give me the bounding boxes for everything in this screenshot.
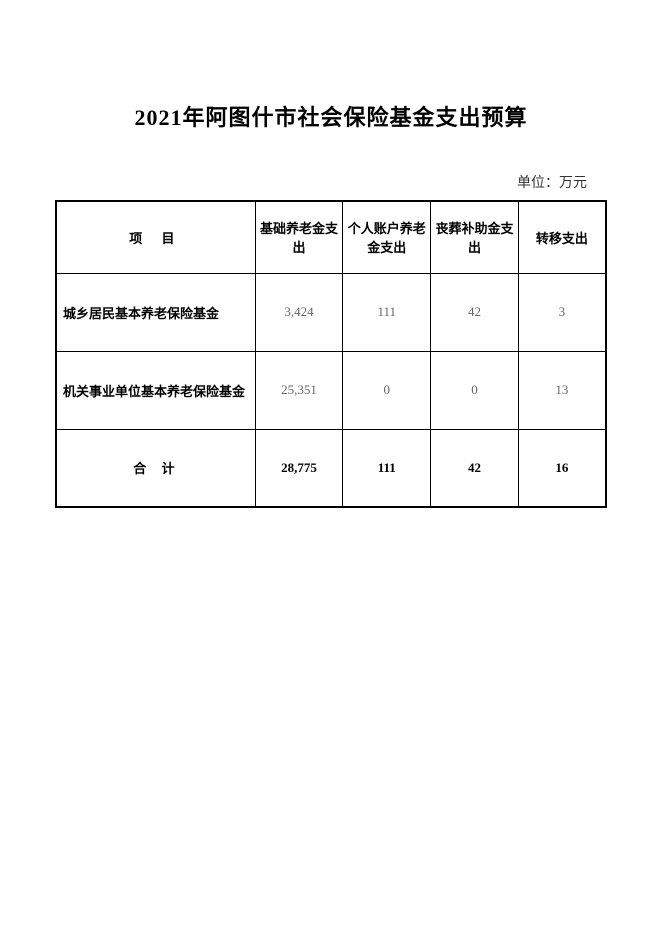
table-row: 城乡居民基本养老保险基金 3,424 111 42 3 [56, 273, 606, 351]
total-cell: 111 [343, 429, 431, 507]
data-cell: 3 [518, 273, 606, 351]
budget-table: 项 目 基础养老金支出 个人账户养老金支出 丧葬补助金支出 转移支出 城乡居民基… [55, 200, 607, 508]
data-cell: 13 [518, 351, 606, 429]
column-header-basic-pension: 基础养老金支出 [255, 201, 343, 273]
table-total-row: 合 计 28,775 111 42 16 [56, 429, 606, 507]
unit-label: 单位：万元 [55, 172, 607, 192]
document-title: 2021年阿图什市社会保险基金支出预算 [55, 100, 607, 132]
row-label: 城乡居民基本养老保险基金 [56, 273, 255, 351]
data-cell: 111 [343, 273, 431, 351]
data-cell: 42 [431, 273, 519, 351]
total-cell: 16 [518, 429, 606, 507]
total-cell: 28,775 [255, 429, 343, 507]
data-cell: 0 [431, 351, 519, 429]
column-header-item: 项 目 [56, 201, 255, 273]
data-cell: 3,424 [255, 273, 343, 351]
total-cell: 42 [431, 429, 519, 507]
data-cell: 0 [343, 351, 431, 429]
column-header-funeral-subsidy: 丧葬补助金支出 [431, 201, 519, 273]
table-header-row: 项 目 基础养老金支出 个人账户养老金支出 丧葬补助金支出 转移支出 [56, 201, 606, 273]
table-row: 机关事业单位基本养老保险基金 25,351 0 0 13 [56, 351, 606, 429]
data-cell: 25,351 [255, 351, 343, 429]
row-label: 机关事业单位基本养老保险基金 [56, 351, 255, 429]
column-header-transfer: 转移支出 [518, 201, 606, 273]
total-label: 合 计 [56, 429, 255, 507]
column-header-personal-pension: 个人账户养老金支出 [343, 201, 431, 273]
